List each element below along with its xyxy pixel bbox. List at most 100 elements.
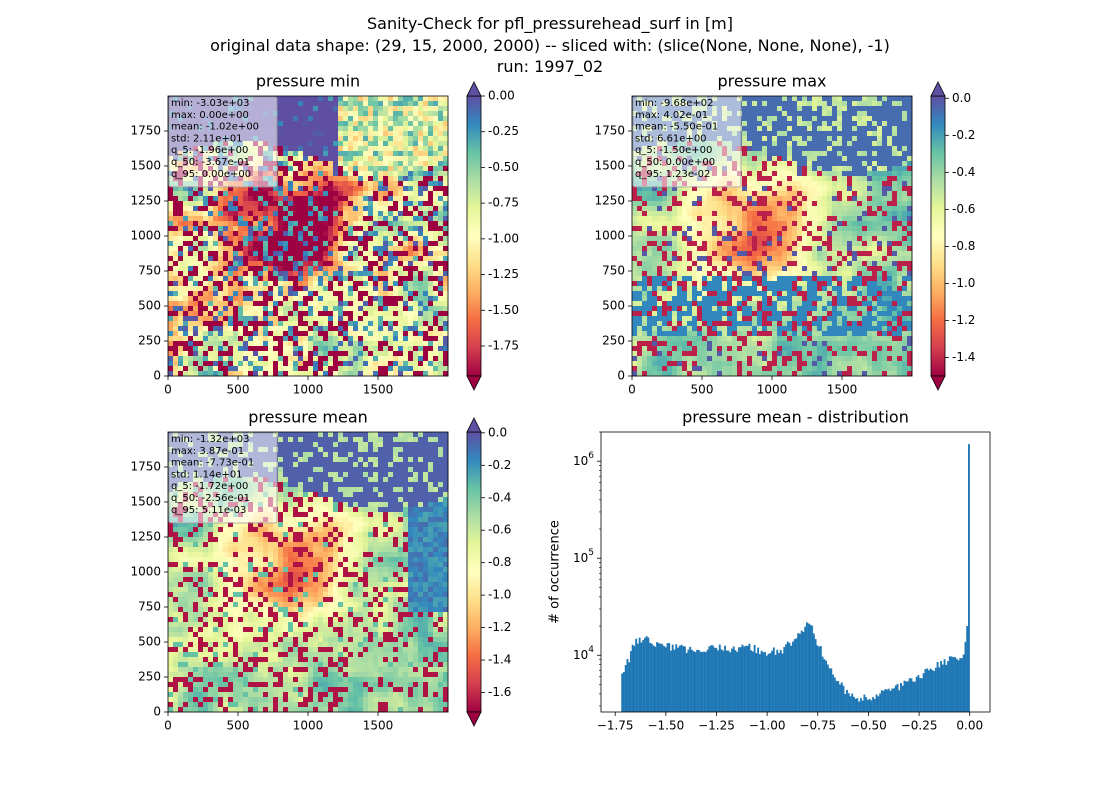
heatmap-cell: [338, 196, 344, 202]
heatmap-cell: [208, 226, 214, 232]
heatmap-cell: [687, 321, 693, 327]
heatmap-cell: [443, 311, 449, 317]
heatmap-cell: [348, 186, 354, 192]
heatmap-cell: [168, 321, 174, 327]
heatmap-cell: [203, 291, 209, 297]
heatmap-cell: [388, 311, 394, 317]
heatmap-cell: [283, 286, 289, 292]
heatmap-cell: [443, 161, 449, 167]
heatmap-cell: [328, 201, 334, 207]
heatmap-cell: [642, 261, 648, 267]
heatmap-cell: [443, 276, 449, 282]
heatmap-cell: [238, 266, 244, 272]
heatmap-cell: [178, 261, 184, 267]
heatmap-cell: [198, 191, 204, 197]
heatmap-cell: [722, 326, 728, 332]
heatmap-cell: [388, 261, 394, 267]
heatmap-cell: [752, 201, 758, 207]
heatmap-cell: [303, 236, 309, 242]
heatmap-cell: [438, 341, 444, 347]
heatmap-cell: [737, 336, 743, 342]
heatmap-cell: [398, 246, 404, 252]
heatmap-cell: [358, 331, 364, 337]
heatmap-cell: [742, 201, 748, 207]
heatmap-cell: [278, 191, 284, 197]
heatmap-cell: [408, 226, 414, 232]
heatmap-cell: [278, 151, 284, 157]
heatmap-cell: [228, 356, 234, 362]
heatmap-cell: [333, 336, 339, 342]
heatmap-cell: [238, 286, 244, 292]
heatmap-cell: [263, 201, 269, 207]
heatmap-cell: [742, 331, 748, 337]
heatmap-cell: [782, 206, 788, 212]
heatmap-cell: [233, 216, 239, 222]
heatmap-cell: [722, 336, 728, 342]
heatmap-cell: [338, 341, 344, 347]
heatmap-cell: [682, 326, 688, 332]
heatmap-cell: [183, 226, 189, 232]
heatmap-cell: [223, 271, 229, 277]
heatmap-cell: [358, 291, 364, 297]
heatmap-cell: [318, 101, 324, 107]
heatmap-cell: [433, 171, 439, 177]
heatmap-cell: [637, 316, 643, 322]
heatmap-cell: [707, 261, 713, 267]
heatmap-cell: [288, 111, 294, 117]
heatmap-cell: [178, 356, 184, 362]
heatmap-cell: [283, 191, 289, 197]
heatmap-cell: [438, 366, 444, 372]
heatmap-cell: [682, 206, 688, 212]
heatmap-cell: [198, 331, 204, 337]
heatmap-cell: [762, 221, 768, 227]
heatmap-cell: [697, 281, 703, 287]
heatmap-cell: [248, 366, 254, 372]
heatmap-cell: [767, 246, 773, 252]
heatmap-cell: [637, 281, 643, 287]
heatmap-cell: [782, 256, 788, 262]
heatmap-cell: [787, 231, 793, 237]
heatmap-cell: [193, 356, 199, 362]
heatmap-cell: [223, 231, 229, 237]
heatmap-cell: [228, 246, 234, 252]
heatmap-cell: [273, 266, 279, 272]
x-tick-label: 1000: [293, 383, 324, 397]
heatmap-cell: [208, 301, 214, 307]
heatmap-cell: [707, 326, 713, 332]
heatmap-cell: [398, 101, 404, 107]
heatmap-cell: [348, 136, 354, 142]
heatmap-cell: [787, 151, 793, 157]
heatmap-cell: [687, 301, 693, 307]
heatmap-cell: [692, 291, 698, 297]
heatmap-cell: [238, 371, 244, 377]
heatmap-cell: [358, 206, 364, 212]
heatmap-cell: [273, 296, 279, 302]
heatmap-cell: [433, 131, 439, 137]
heatmap-cell: [677, 371, 683, 377]
heatmap-cell: [288, 131, 294, 137]
heatmap-cell: [298, 226, 304, 232]
heatmap-cell: [268, 371, 274, 377]
heatmap-cell: [318, 371, 324, 377]
heatmap-cell: [283, 136, 289, 142]
heatmap-cell: [418, 106, 424, 112]
heatmap-cell: [353, 136, 359, 142]
heatmap-cell: [642, 206, 648, 212]
heatmap-cell: [378, 366, 384, 372]
heatmap-cell: [732, 186, 738, 192]
heatmap-cell: [338, 371, 344, 377]
heatmap-cell: [378, 141, 384, 147]
heatmap-cell: [388, 366, 394, 372]
heatmap-cell: [298, 176, 304, 182]
heatmap-cell: [388, 121, 394, 127]
heatmap-cell: [238, 246, 244, 252]
heatmap-cell: [388, 96, 394, 102]
heatmap-cell: [383, 256, 389, 262]
heatmap-cell: [288, 281, 294, 287]
heatmap-cell: [418, 121, 424, 127]
heatmap-cell: [767, 226, 773, 232]
heatmap-cell: [787, 286, 793, 292]
heatmap-cell: [358, 121, 364, 127]
heatmap-cell: [727, 196, 733, 202]
heatmap-cell: [348, 141, 354, 147]
